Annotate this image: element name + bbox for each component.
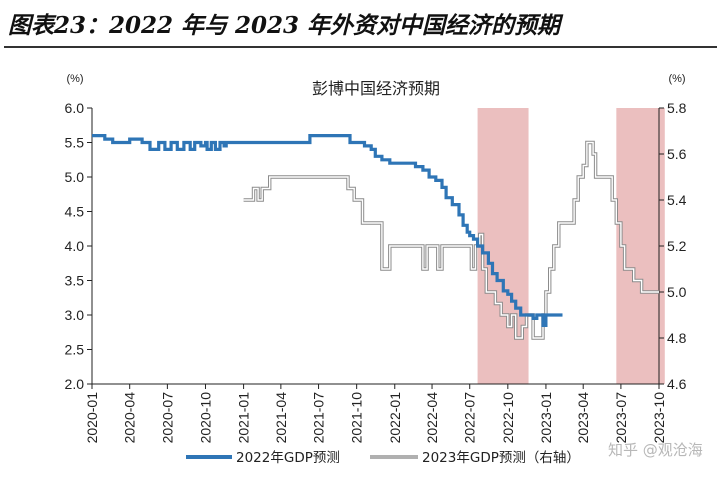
left-tick-label: 2.0: [65, 376, 85, 392]
x-tick-label: 2020-04: [122, 392, 138, 444]
left-tick-label: 3.5: [65, 273, 85, 289]
shaded-period-1: [477, 108, 529, 384]
x-tick-label: 2022-07: [462, 392, 478, 444]
x-tick-label: 2021-01: [236, 392, 252, 444]
right-tick-label: 4.6: [667, 376, 687, 392]
x-tick-label: 2021-10: [349, 392, 365, 444]
left-tick-label: 2.5: [65, 342, 85, 358]
x-tick-label: 2020-01: [84, 392, 100, 444]
series-line-2023-gdp-forecast: [243, 141, 659, 339]
x-tick-label: 2023-07: [613, 392, 629, 444]
left-axis-unit: (%): [66, 73, 83, 85]
left-tick-label: 3.0: [65, 307, 85, 323]
chart-legend: 2022年GDP预测 2023年GDP预测（右轴）: [186, 450, 580, 466]
left-tick-label: 6.0: [65, 100, 85, 116]
chart-title: 彭博中国经济预期: [312, 79, 440, 98]
x-tick-label: 2021-07: [311, 392, 327, 444]
x-tick-label: 2022-10: [500, 392, 516, 444]
title-divider: [4, 46, 717, 48]
right-tick-label: 5.6: [667, 146, 687, 162]
x-tick-label: 2023-10: [651, 392, 667, 444]
watermark: 知乎 @观沧海: [608, 441, 703, 459]
x-tick-label: 2023-04: [575, 392, 591, 444]
left-tick-label: 5.5: [65, 135, 85, 151]
right-tick-label: 5.4: [667, 192, 687, 208]
right-axis-unit: (%): [668, 73, 685, 85]
left-tick-label: 5.0: [65, 169, 85, 185]
series-line-2023-gdp-forecast-outline: [243, 140, 659, 340]
series-line-2022-gdp-forecast: [92, 134, 563, 327]
left-tick-label: 4.5: [65, 204, 85, 220]
x-tick-label: 2023-01: [538, 392, 554, 444]
x-tick-label: 2020-10: [197, 392, 213, 444]
x-tick-label: 2022-01: [387, 392, 403, 444]
legend-label-2022: 2022年GDP预测: [236, 450, 340, 466]
right-tick-label: 4.8: [667, 330, 687, 346]
left-tick-label: 4.0: [65, 238, 85, 254]
x-tick-label: 2022-04: [424, 392, 440, 444]
right-tick-label: 5.0: [667, 284, 687, 300]
right-tick-label: 5.8: [667, 100, 687, 116]
right-tick-label: 5.2: [667, 238, 687, 254]
legend-label-2023: 2023年GDP预测（右轴）: [422, 450, 580, 466]
x-tick-label: 2020-07: [159, 392, 175, 444]
x-tick-label: 2021-04: [273, 392, 289, 444]
page-title: 图表23：2022 年与 2023 年外资对中国经济的预期: [8, 12, 561, 39]
